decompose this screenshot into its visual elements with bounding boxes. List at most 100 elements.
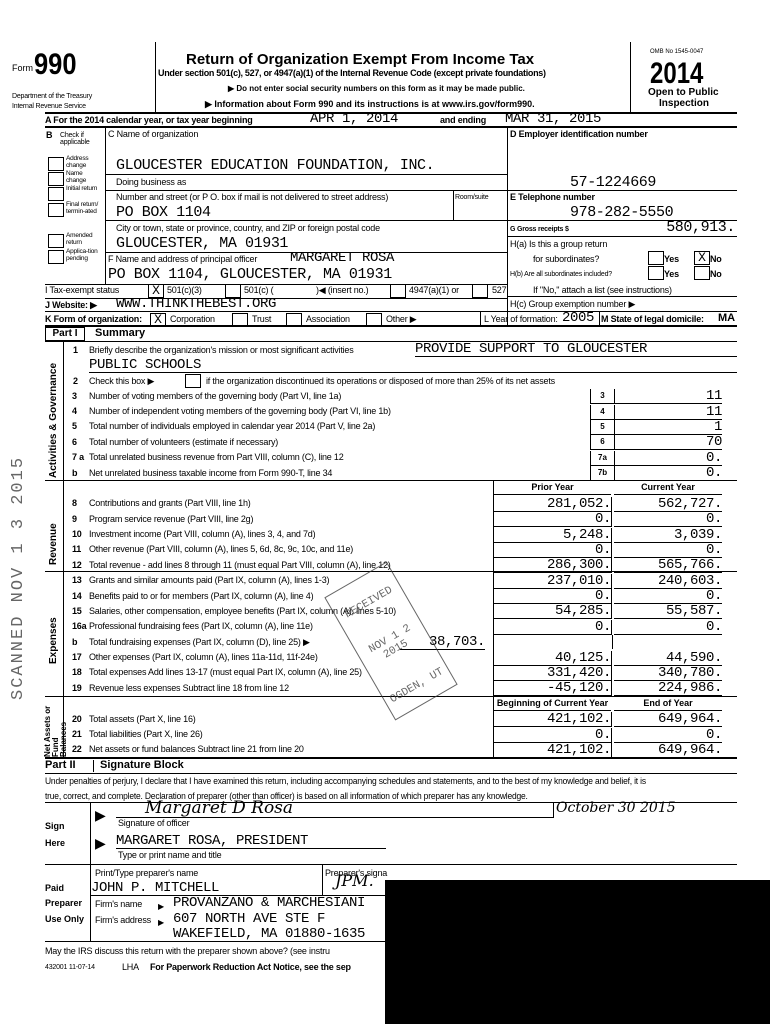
line-value: 11 xyxy=(614,405,722,420)
hb-yes-checkbox[interactable] xyxy=(648,266,664,280)
hb-no-checkbox[interactable] xyxy=(694,266,710,280)
sign-label: Sign xyxy=(45,821,65,831)
check-applica-tion-checkbox[interactable] xyxy=(48,250,64,264)
line-number: 10 xyxy=(72,529,82,540)
current-year-value: 55,587. xyxy=(614,604,722,620)
line-value: 1 xyxy=(614,420,722,435)
check-amended-checkbox[interactable] xyxy=(48,234,64,248)
here-label: Here xyxy=(45,838,66,848)
hb-yes-label: Yes xyxy=(664,269,679,279)
received-stamp-line: OGDEN, UT xyxy=(388,665,446,707)
part1-label: Part I xyxy=(45,327,85,341)
column-divider xyxy=(612,635,613,650)
line-number: b xyxy=(72,636,78,647)
scanned-stamp: SCANNED NOV 1 3 2015 xyxy=(9,455,28,700)
prior-year-value: 286,300. xyxy=(494,558,612,574)
ein-label: D Employer identification number xyxy=(510,129,648,139)
check-label: Name change xyxy=(66,170,87,184)
arrow-icon: ▶ xyxy=(158,918,165,927)
form-number: 990 xyxy=(34,48,77,81)
current-year-value: 562,727. xyxy=(614,497,722,512)
officer-name: MARGARET ROSA xyxy=(290,250,395,266)
line-label: Net assets or fund balances Subtract lin… xyxy=(89,744,304,755)
end-year-value: 649,964. xyxy=(614,743,722,758)
b-check-label: Check if applicable xyxy=(60,132,90,146)
firm-address-label: Firm's address xyxy=(95,915,151,925)
column-header-current: End of Year xyxy=(614,697,722,711)
check-final-checkbox[interactable] xyxy=(48,203,64,217)
current-year-value: 0. xyxy=(614,589,722,605)
line-number: 5 xyxy=(72,421,77,432)
current-year-value: 565,766. xyxy=(614,558,722,574)
line-label: Grants and similar amounts paid (Part IX… xyxy=(89,575,330,586)
officer-label: F Name and address of principal officer xyxy=(108,254,258,264)
fundraising-expenses-value: 38,703. xyxy=(400,635,485,651)
mission-value-2: PUBLIC SCHOOLS xyxy=(89,358,737,373)
side-activities-governance: Activities & Governance xyxy=(48,362,59,478)
4947-checkbox[interactable] xyxy=(390,284,406,298)
check-label: Final return/ termin-ated xyxy=(66,201,99,215)
part1-title: Summary xyxy=(95,327,146,339)
arrow-icon: ▶ xyxy=(158,902,165,911)
line-a-end-label: and ending xyxy=(440,115,486,125)
hb-note: If "No," attach a list (see instructions… xyxy=(533,285,672,295)
officer-signature: Margaret D Rosa xyxy=(145,798,294,818)
received-stamp-line: NOV 1 2 2015 xyxy=(366,622,414,662)
line-value: 11 xyxy=(614,389,722,405)
b-label: B xyxy=(46,130,53,140)
ha-label-2: for subordinates? xyxy=(533,254,600,264)
city-value: GLOUCESTER, MA 01931 xyxy=(116,235,289,252)
ha-no-checkbox[interactable]: X xyxy=(694,251,710,265)
line-label: Contributions and grants (Part VIII, lin… xyxy=(89,498,251,509)
info-notice: ▶ Information about Form 990 and its ins… xyxy=(205,99,535,109)
footer-lha: LHA xyxy=(122,962,139,972)
501c-checkbox[interactable] xyxy=(225,284,241,298)
prior-year-value: 331,420. xyxy=(494,665,612,681)
line-number: 16a xyxy=(72,621,87,632)
501c-label: 501(c) ( xyxy=(244,285,274,295)
line-label: Total liabilities (Part X, line 26) xyxy=(89,729,203,739)
check-address-checkbox[interactable] xyxy=(48,157,64,171)
line-ref: 7a xyxy=(590,450,615,466)
preparer-name: JOHN P. MITCHELL xyxy=(91,880,220,896)
check-label: Amended return xyxy=(66,232,93,246)
firm-name-label: Firm's name xyxy=(95,899,143,909)
inspection: Inspection xyxy=(659,98,710,109)
city-label: City or town, state or province, country… xyxy=(116,223,380,233)
line-number: 17 xyxy=(72,652,82,663)
org-name: GLOUCESTER EDUCATION FOUNDATION, INC. xyxy=(116,157,435,174)
signature-label: Signature of officer xyxy=(118,818,190,828)
gross-receipts-label: G Gross receipts $ xyxy=(510,226,569,233)
end-year-value: 0. xyxy=(614,728,722,743)
line-number: 12 xyxy=(72,559,82,570)
website-value: WWW.THINKTHEBEST.ORG xyxy=(116,296,277,312)
dba-label: Doing business as xyxy=(116,177,187,187)
ha-yes-checkbox[interactable] xyxy=(648,251,664,265)
line-number: 15 xyxy=(72,605,82,616)
line-label: Total fundraising expenses (Part IX, col… xyxy=(89,636,310,647)
line-2-num: 2 xyxy=(73,376,78,386)
domicile-value: MA xyxy=(718,312,736,324)
check-name-checkbox[interactable] xyxy=(48,172,64,186)
501c3-checkbox[interactable]: X xyxy=(148,284,164,298)
current-year-value: 0. xyxy=(614,543,722,558)
insert-no-label: )◀ (insert no.) xyxy=(316,285,369,295)
line-ref: 6 xyxy=(590,435,615,451)
penalty-text-1: Under penalties of perjury, I declare th… xyxy=(45,776,646,786)
year-formation-label: L Year of formation: xyxy=(484,314,558,324)
line-number: 6 xyxy=(72,436,77,447)
line-value: 70 xyxy=(614,435,722,451)
firm-address-2: WAKEFIELD, MA 01880-1635 xyxy=(173,926,366,942)
check-initial-checkbox[interactable] xyxy=(48,187,64,201)
line-number: 3 xyxy=(72,390,77,401)
527-checkbox[interactable] xyxy=(472,284,488,298)
dept-irs: Internal Revenue Service xyxy=(12,103,86,110)
corporation-label: Corporation xyxy=(170,314,215,324)
discontinued-checkbox[interactable] xyxy=(185,374,201,388)
line-label: Program service revenue (Part VIII, line… xyxy=(89,513,254,524)
prior-year-value: 0. xyxy=(494,589,612,605)
line-label: Number of independent voting members of … xyxy=(89,406,391,417)
website-label: J Website: ▶ xyxy=(45,300,97,310)
line-number: 13 xyxy=(72,575,82,586)
line-label: Other expenses (Part IX, column (A), lin… xyxy=(89,652,318,663)
